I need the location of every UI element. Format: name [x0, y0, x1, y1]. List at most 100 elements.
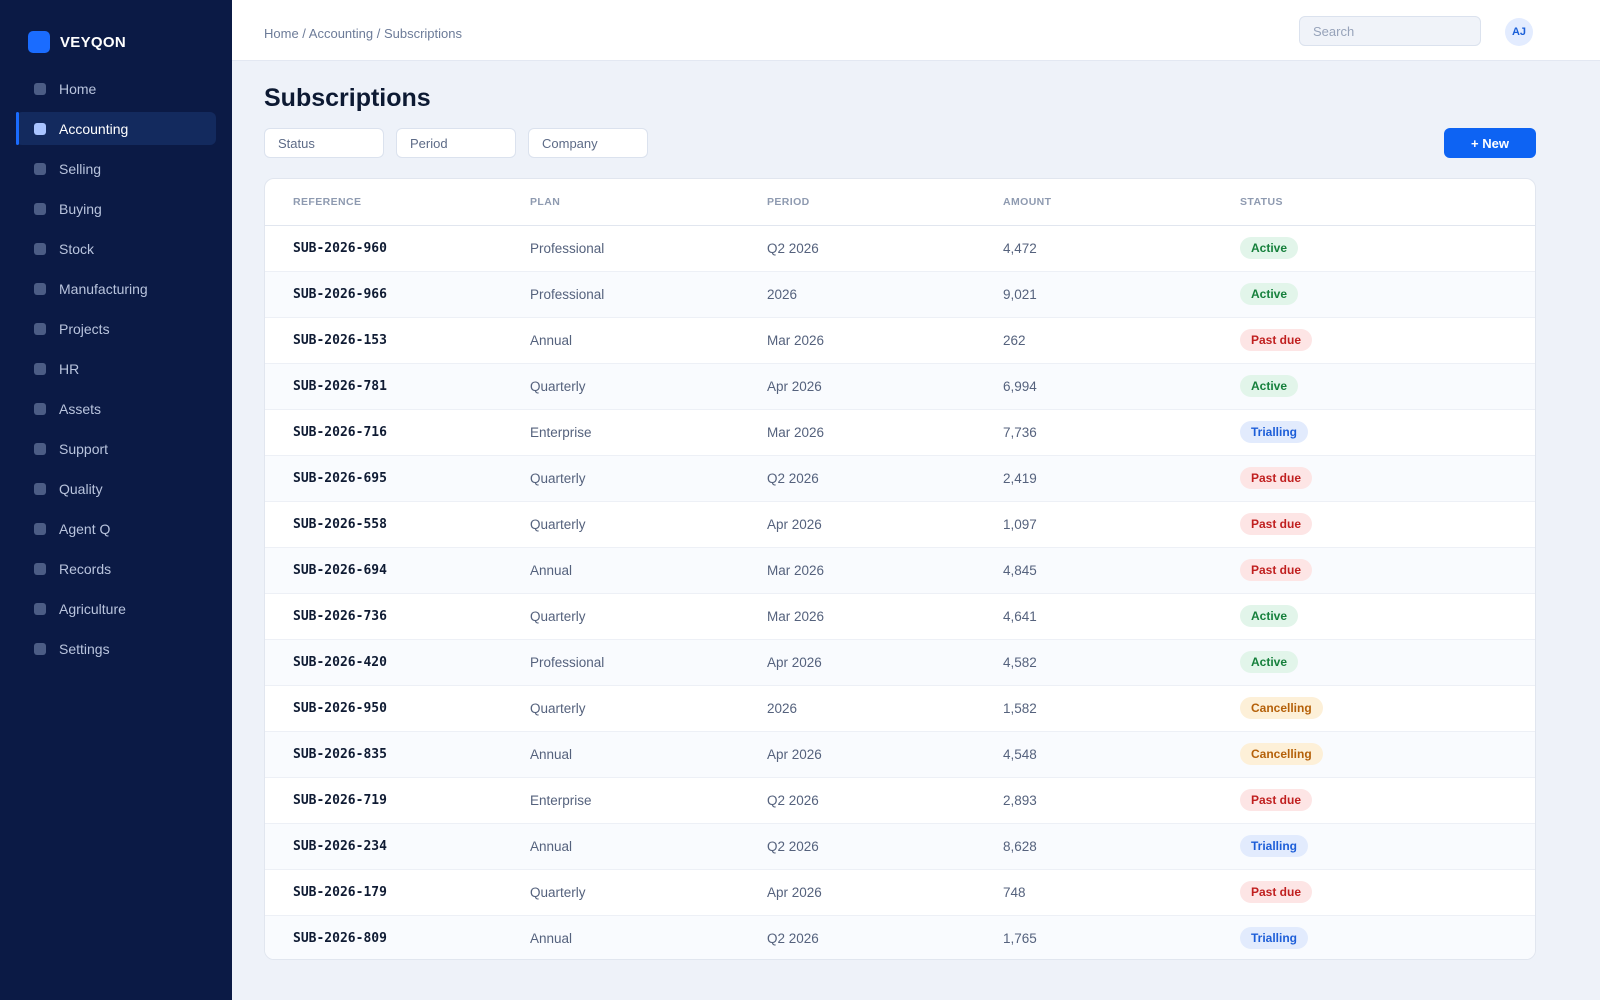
amount-cell: 2,893: [975, 777, 1212, 824]
sidebar-item-assets[interactable]: Assets: [16, 392, 216, 425]
table-row[interactable]: SUB-2026-558 Quarterly Apr 2026 1,097 Past d…: [265, 501, 1535, 548]
agriculture-icon: [34, 602, 46, 615]
company-filter[interactable]: Company: [528, 128, 648, 158]
status-cell: Past due: [1212, 317, 1535, 364]
table-row[interactable]: SUB-2026-960 Professional Q2 2026 4,472 Acti…: [265, 225, 1535, 272]
table-row[interactable]: SUB-2026-719 Enterprise Q2 2026 2,893 Past d…: [265, 777, 1535, 824]
reference-cell: SUB-2026-420: [265, 639, 502, 686]
plan-cell: Enterprise: [502, 409, 739, 456]
status-badge: Active: [1240, 605, 1299, 627]
reference-cell: SUB-2026-695: [265, 455, 502, 502]
table-row[interactable]: SUB-2026-694 Annual Mar 2026 4,845 Past due: [265, 547, 1535, 594]
status-filter[interactable]: Status: [264, 128, 384, 158]
period-cell: Mar 2026: [739, 317, 975, 364]
brand[interactable]: VEYQON: [28, 31, 126, 53]
table-row[interactable]: SUB-2026-736 Quarterly Mar 2026 4,641 Active: [265, 593, 1535, 640]
table-row[interactable]: SUB-2026-716 Enterprise Mar 2026 7,736 Trial…: [265, 409, 1535, 456]
sidebar-item-accounting[interactable]: Accounting: [16, 112, 216, 145]
period-cell: Q2 2026: [739, 915, 975, 959]
table-row[interactable]: SUB-2026-835 Annual Apr 2026 4,548 Cancellin…: [265, 731, 1535, 778]
status-badge: Cancelling: [1240, 697, 1323, 719]
reference-cell: SUB-2026-179: [265, 869, 502, 916]
sidebar-item-label: Projects: [59, 320, 110, 337]
breadcrumb[interactable]: Home / Accounting / Subscriptions: [264, 26, 462, 41]
table-row[interactable]: SUB-2026-809 Annual Q2 2026 1,765 Trialling: [265, 915, 1535, 959]
plan-cell: Quarterly: [502, 685, 739, 732]
buying-icon: [34, 202, 46, 215]
sidebar-item-home[interactable]: Home: [16, 72, 216, 105]
sidebar-item-label: Records: [59, 560, 112, 577]
status-badge: Past due: [1240, 559, 1313, 581]
amount-cell: 4,845: [975, 547, 1212, 594]
plan-cell: Professional: [502, 639, 739, 686]
table-row[interactable]: SUB-2026-153 Annual Mar 2026 262 Past due: [265, 317, 1535, 364]
sidebar-item-settings[interactable]: Settings: [16, 632, 216, 665]
records-icon: [34, 562, 46, 575]
period-cell: Q2 2026: [739, 225, 975, 272]
sidebar-item-projects[interactable]: Projects: [16, 312, 216, 345]
column-header-reference[interactable]: REFERENCE: [265, 179, 502, 226]
status-badge: Trialling: [1240, 835, 1309, 857]
sidebar-item-label: Manufacturing: [59, 280, 148, 297]
plan-cell: Annual: [502, 823, 739, 870]
table-row[interactable]: SUB-2026-234 Annual Q2 2026 8,628 Trialling: [265, 823, 1535, 870]
period-filter[interactable]: Period: [396, 128, 516, 158]
table-body: SUB-2026-960 Professional Q2 2026 4,472 Acti…: [265, 225, 1535, 959]
sidebar-nav: Home Accounting Selling Buying Stock Man…: [16, 72, 216, 672]
status-cell: Past due: [1212, 501, 1535, 548]
table-row[interactable]: SUB-2026-179 Quarterly Apr 2026 748 Past due: [265, 869, 1535, 916]
column-header-period[interactable]: PERIOD: [739, 179, 975, 226]
plan-cell: Professional: [502, 225, 739, 272]
status-badge: Past due: [1240, 881, 1313, 903]
search-input[interactable]: [1299, 16, 1481, 46]
status-badge: Past due: [1240, 329, 1313, 351]
reference-cell: SUB-2026-719: [265, 777, 502, 824]
sidebar-item-label: Home: [59, 80, 97, 97]
hr-icon: [34, 362, 46, 375]
reference-cell: SUB-2026-153: [265, 317, 502, 364]
sidebar-item-agriculture[interactable]: Agriculture: [16, 592, 216, 625]
period-cell: Apr 2026: [739, 501, 975, 548]
sidebar-item-hr[interactable]: HR: [16, 352, 216, 385]
sidebar-item-label: Agriculture: [59, 600, 126, 617]
table-row[interactable]: SUB-2026-950 Quarterly 2026 1,582 Cancelling: [265, 685, 1535, 732]
plan-cell: Quarterly: [502, 869, 739, 916]
sidebar-item-quality[interactable]: Quality: [16, 472, 216, 505]
status-badge: Active: [1240, 651, 1299, 673]
stock-icon: [34, 242, 46, 255]
new-subscription-button[interactable]: + New: [1444, 128, 1536, 158]
plan-cell: Annual: [502, 915, 739, 959]
sidebar-item-manufacturing[interactable]: Manufacturing: [16, 272, 216, 305]
sidebar-item-records[interactable]: Records: [16, 552, 216, 585]
sidebar-item-agent-q[interactable]: Agent Q: [16, 512, 216, 545]
status-cell: Past due: [1212, 777, 1535, 824]
sidebar-item-label: Settings: [59, 640, 110, 657]
column-header-status[interactable]: STATUS: [1212, 179, 1535, 226]
quality-icon: [34, 482, 46, 495]
table-row[interactable]: SUB-2026-695 Quarterly Q2 2026 2,419 Past du…: [265, 455, 1535, 502]
sidebar-item-label: HR: [59, 360, 80, 377]
sidebar-item-label: Support: [59, 440, 109, 457]
table-row[interactable]: SUB-2026-420 Professional Apr 2026 4,582 Act…: [265, 639, 1535, 686]
column-header-plan[interactable]: PLAN: [502, 179, 739, 226]
sidebar-item-buying[interactable]: Buying: [16, 192, 216, 225]
period-cell: Apr 2026: [739, 363, 975, 410]
plan-cell: Annual: [502, 547, 739, 594]
table-row[interactable]: SUB-2026-966 Professional 2026 9,021 Active: [265, 271, 1535, 318]
avatar[interactable]: AJ: [1505, 18, 1533, 46]
amount-cell: 1,765: [975, 915, 1212, 959]
sidebar: VEYQON Home Accounting Selling Buying St…: [0, 0, 232, 1000]
status-badge: Past due: [1240, 513, 1313, 535]
status-badge: Active: [1240, 237, 1299, 259]
sidebar-item-support[interactable]: Support: [16, 432, 216, 465]
period-cell: Mar 2026: [739, 547, 975, 594]
reference-cell: SUB-2026-960: [265, 225, 502, 272]
sidebar-item-stock[interactable]: Stock: [16, 232, 216, 265]
sidebar-item-selling[interactable]: Selling: [16, 152, 216, 185]
support-icon: [34, 442, 46, 455]
amount-cell: 4,548: [975, 731, 1212, 778]
column-header-amount[interactable]: AMOUNT: [975, 179, 1212, 226]
table-row[interactable]: SUB-2026-781 Quarterly Apr 2026 6,994 Active: [265, 363, 1535, 410]
status-cell: Past due: [1212, 455, 1535, 502]
plan-cell: Quarterly: [502, 593, 739, 640]
